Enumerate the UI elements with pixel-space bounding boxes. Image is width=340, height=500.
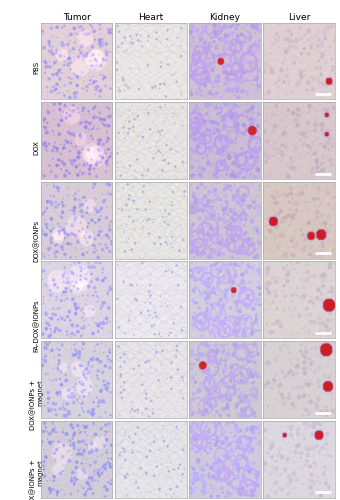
Title: Liver: Liver xyxy=(288,12,310,22)
Title: Tumor: Tumor xyxy=(63,12,90,22)
Title: Kidney: Kidney xyxy=(209,12,240,22)
Y-axis label: FA-DOX@IONPs: FA-DOX@IONPs xyxy=(33,300,40,352)
Title: Heart: Heart xyxy=(138,12,164,22)
Y-axis label: FA-DOX@IONPs +
magnet: FA-DOX@IONPs + magnet xyxy=(30,459,44,500)
Y-axis label: PBS: PBS xyxy=(34,61,40,74)
Y-axis label: DOX: DOX xyxy=(34,140,40,156)
Y-axis label: DOX@IONPs: DOX@IONPs xyxy=(33,220,40,262)
Y-axis label: DOX@IONPs +
magnet: DOX@IONPs + magnet xyxy=(30,380,44,430)
